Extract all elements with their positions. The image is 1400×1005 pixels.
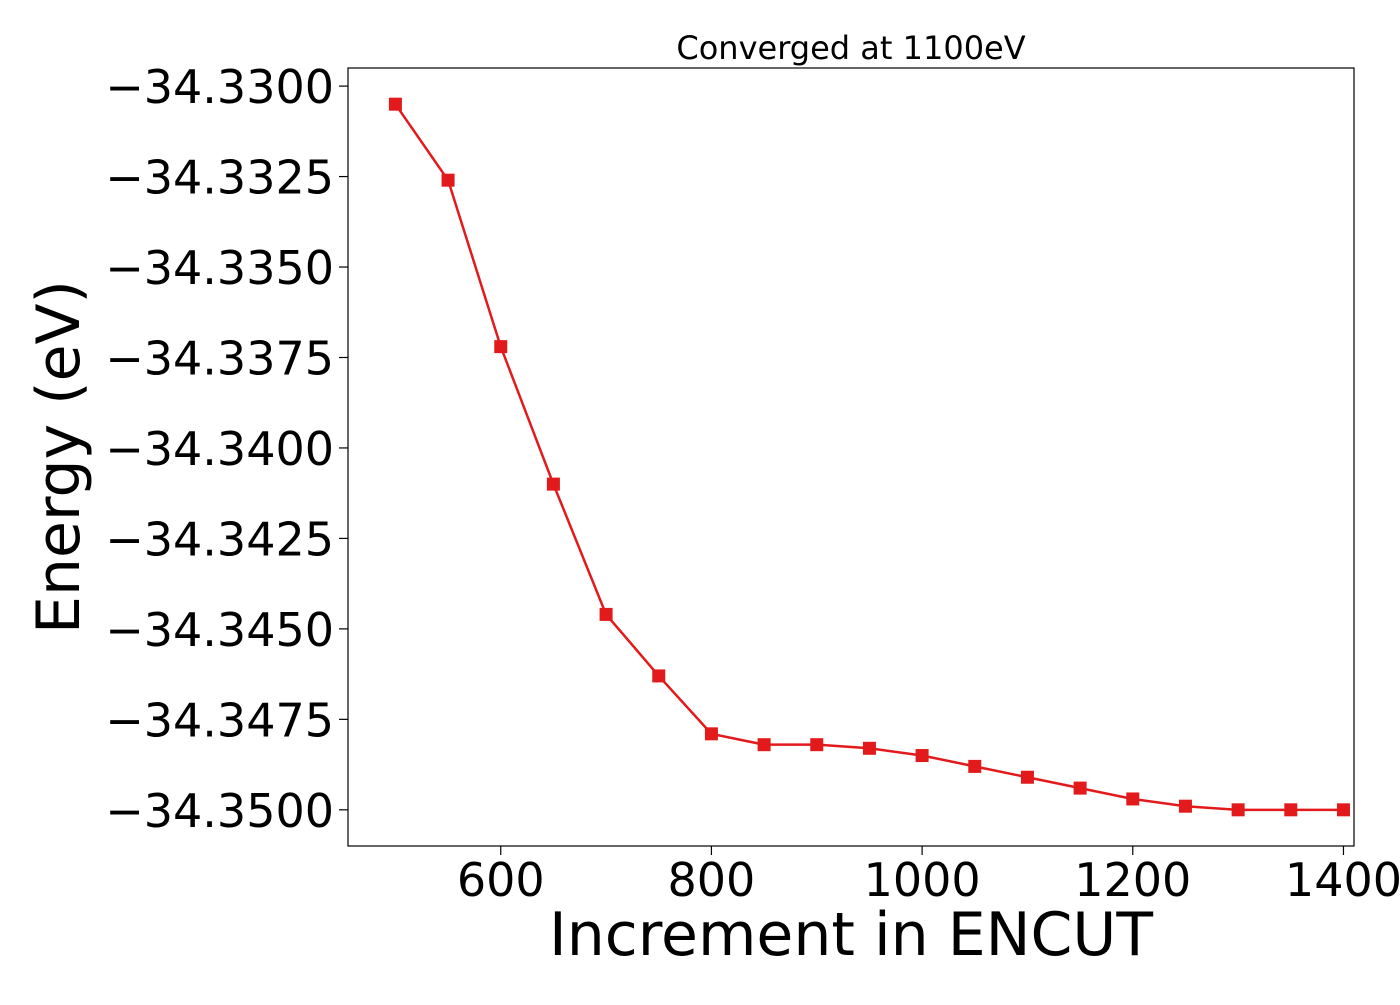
data-point-marker [652, 669, 666, 683]
y-tick-label: −34.3325 [105, 151, 334, 205]
x-axis-label: Increment in ENCUT [549, 900, 1153, 970]
data-point-marker [704, 727, 718, 741]
data-point-marker [862, 741, 876, 755]
data-point-marker [1126, 792, 1140, 806]
y-tick-label: −34.3350 [105, 241, 334, 295]
data-point-marker [810, 738, 824, 752]
data-point-marker [1231, 803, 1245, 817]
data-point-marker [915, 749, 929, 763]
x-tick-label: 1200 [1074, 853, 1191, 907]
y-axis-label: Energy (eV) [24, 280, 94, 634]
x-axis-ticks: 600 800 1000 1200 1400 [457, 846, 1400, 907]
data-point-marker [1284, 803, 1298, 817]
data-point-marker [599, 607, 613, 621]
y-tick-label: −34.3300 [105, 60, 334, 114]
x-tick-label: 600 [457, 853, 545, 907]
data-point-marker [494, 340, 508, 354]
data-point-marker [441, 173, 455, 187]
data-point-marker [1178, 799, 1192, 813]
y-tick-label: −34.3500 [105, 784, 334, 838]
data-point-marker [1073, 781, 1087, 795]
y-tick-label: −34.3400 [105, 422, 334, 476]
data-point-marker [1020, 770, 1034, 784]
y-tick-label: −34.3375 [105, 331, 334, 385]
series-line [394, 103, 1344, 812]
y-tick-label: −34.3425 [105, 512, 334, 566]
series-layer [388, 97, 1350, 817]
x-tick-label: 1000 [864, 853, 981, 907]
data-point-marker [388, 97, 402, 111]
chart-title: Converged at 1100eV [676, 29, 1025, 67]
y-tick-label: −34.3450 [105, 603, 334, 657]
y-tick-label: −34.3475 [105, 693, 334, 747]
x-tick-label: 800 [668, 853, 756, 907]
data-point-marker [1336, 803, 1350, 817]
x-tick-label: 1400 [1285, 853, 1400, 907]
data-point-marker [968, 759, 982, 773]
data-point-marker [757, 738, 771, 752]
data-point-marker [546, 477, 560, 491]
plot-frame [347, 67, 1355, 847]
y-axis-ticks: −34.3300 −34.3325 −34.3350 −34.3375 −34.3400… [105, 60, 348, 838]
